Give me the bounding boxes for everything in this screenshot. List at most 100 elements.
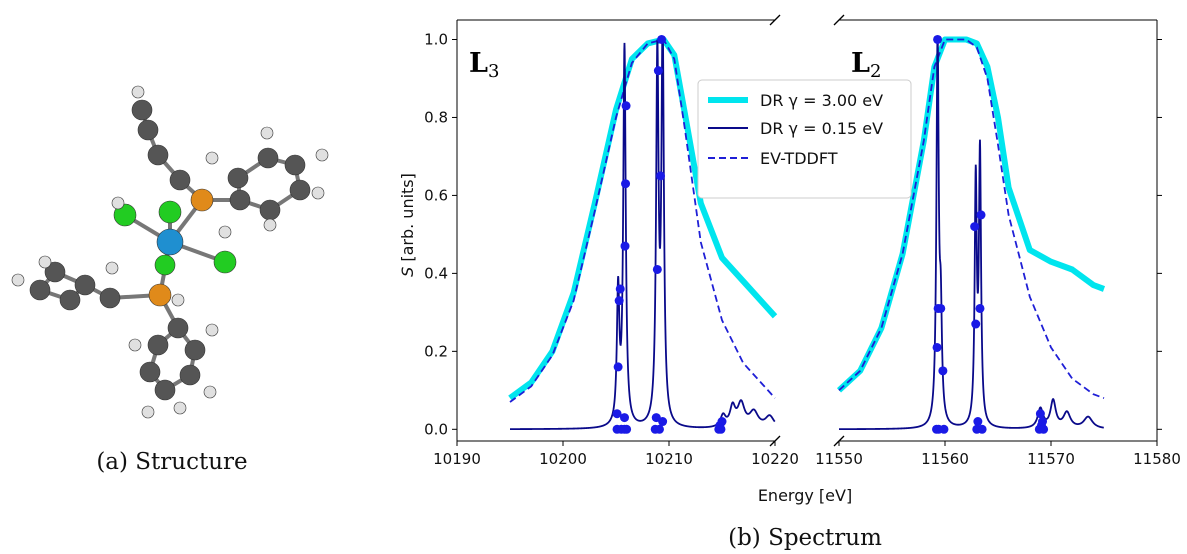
carbon-atom xyxy=(229,189,251,211)
data-point-marker xyxy=(613,362,623,372)
hydrogen-atom xyxy=(203,385,217,399)
hydrogen-atom xyxy=(128,338,142,352)
data-point-marker xyxy=(971,319,981,329)
edge-label-letter: L xyxy=(469,48,488,79)
data-point-marker xyxy=(932,342,942,352)
carbon-atom xyxy=(131,99,153,121)
chlorine-atom xyxy=(158,200,182,224)
chlorine-atom xyxy=(154,254,176,276)
phosphorus-atom xyxy=(190,188,214,212)
data-point-marker xyxy=(622,424,632,434)
hydrogen-atom xyxy=(141,405,155,419)
hydrogen-atom xyxy=(218,225,232,239)
carbon-atom xyxy=(29,279,51,301)
data-point-marker xyxy=(936,303,946,313)
data-point-marker xyxy=(939,424,949,434)
hydrogen-atom xyxy=(131,85,145,99)
hydrogen-atom xyxy=(38,255,52,269)
y-tick-label: 0.0 xyxy=(424,420,448,438)
data-point-marker xyxy=(1039,424,1049,434)
data-point-marker xyxy=(614,296,624,306)
carbon-atom xyxy=(99,287,121,309)
series-dr-narrow-line xyxy=(839,38,1104,431)
x-tick-label: 11580 xyxy=(1133,450,1181,468)
y-axis-label-symbol: S xyxy=(398,267,417,277)
data-point-marker xyxy=(657,34,667,44)
hydrogen-atom xyxy=(171,293,185,307)
data-point-marker xyxy=(970,222,980,232)
data-point-marker xyxy=(938,366,948,376)
hydrogen-atom xyxy=(111,196,125,210)
hydrogen-atom xyxy=(205,323,219,337)
carbon-atom xyxy=(167,317,189,339)
hydrogen-atom xyxy=(315,148,329,162)
molecule-structure-image xyxy=(11,85,329,419)
carbon-atom xyxy=(154,379,176,401)
data-point-marker xyxy=(620,241,630,251)
edge-label-subscript: 3 xyxy=(488,61,499,82)
series-dr-narrow-line xyxy=(510,38,776,431)
carbon-atom xyxy=(184,339,206,361)
data-point-marker xyxy=(619,413,629,423)
data-point-marker xyxy=(1038,417,1048,427)
series-ev-tddft-line xyxy=(838,38,1105,399)
x-tick-label: 10200 xyxy=(539,450,587,468)
y-tick-label: 0.6 xyxy=(424,186,448,204)
x-tick-label: 11550 xyxy=(815,450,863,468)
data-point-marker xyxy=(652,264,662,274)
carbon-atom xyxy=(289,179,311,201)
edge-label: L3 xyxy=(469,48,499,82)
carbon-atom xyxy=(74,274,96,296)
x-tick-label: 10190 xyxy=(433,450,481,468)
legend-label-ev: EV-TDDFT xyxy=(760,149,838,168)
carbon-atom xyxy=(259,199,281,221)
axis-break-mark xyxy=(769,435,781,447)
x-axis-label: Energy [eV] xyxy=(758,486,852,505)
x-tick-label: 10210 xyxy=(645,450,693,468)
data-point-marker xyxy=(716,424,726,434)
legend-label-dr-wide: DR γ = 3.00 eV xyxy=(760,91,883,110)
data-point-marker xyxy=(975,303,985,313)
data-point-marker xyxy=(612,409,622,419)
data-point-marker xyxy=(656,171,666,181)
hydrogen-atom xyxy=(11,273,25,287)
hydrogen-atom xyxy=(105,261,119,275)
x-tick-label: 11560 xyxy=(921,450,969,468)
x-tick-label: 10220 xyxy=(751,450,799,468)
carbon-atom xyxy=(227,167,249,189)
y-tick-label: 0.4 xyxy=(424,264,448,282)
data-point-marker xyxy=(717,417,727,427)
subplot-L3: 10190 10200 10210 10220 L3 xyxy=(433,14,799,468)
legend-box xyxy=(697,79,912,199)
legend-label-dr-narrow: DR γ = 0.15 eV xyxy=(760,119,883,138)
chlorine-atom xyxy=(113,203,137,227)
carbon-atom xyxy=(59,289,81,311)
hydrogen-atom xyxy=(263,218,277,232)
hydrogen-atom xyxy=(260,126,274,140)
legend: DR γ = 3.00 eV DR γ = 0.15 eV EV-TDDFT xyxy=(697,79,912,199)
subplot-L2: 11550 11560 11570 11580 L2 xyxy=(815,14,1181,468)
y-tick-label: 0.8 xyxy=(424,108,448,126)
y-axis: 0.0 0.2 0.4 0.6 0.8 1.0 xyxy=(424,20,1162,441)
panel-b-caption: (b) Spectrum xyxy=(728,525,882,551)
carbon-atom xyxy=(284,154,306,176)
series-dr-wide-line xyxy=(836,36,1106,393)
axis-break-mark xyxy=(833,435,845,447)
carbon-atom xyxy=(147,334,169,356)
carbon-atom xyxy=(137,119,159,141)
series-ev-tddft-line xyxy=(509,38,776,403)
hydrogen-atom xyxy=(311,186,325,200)
edge-label-letter: L xyxy=(851,48,870,79)
data-point-marker xyxy=(621,101,631,111)
data-point-marker xyxy=(1035,409,1045,419)
edge-label: L2 xyxy=(851,48,881,82)
metal-atom xyxy=(156,228,184,256)
carbon-atom xyxy=(44,261,66,283)
data-point-marker xyxy=(621,179,631,189)
axis-break-mark xyxy=(833,14,845,26)
data-point-marker xyxy=(615,284,625,294)
panel-a-caption: (a) Structure xyxy=(96,449,247,475)
data-point-marker xyxy=(658,417,668,427)
